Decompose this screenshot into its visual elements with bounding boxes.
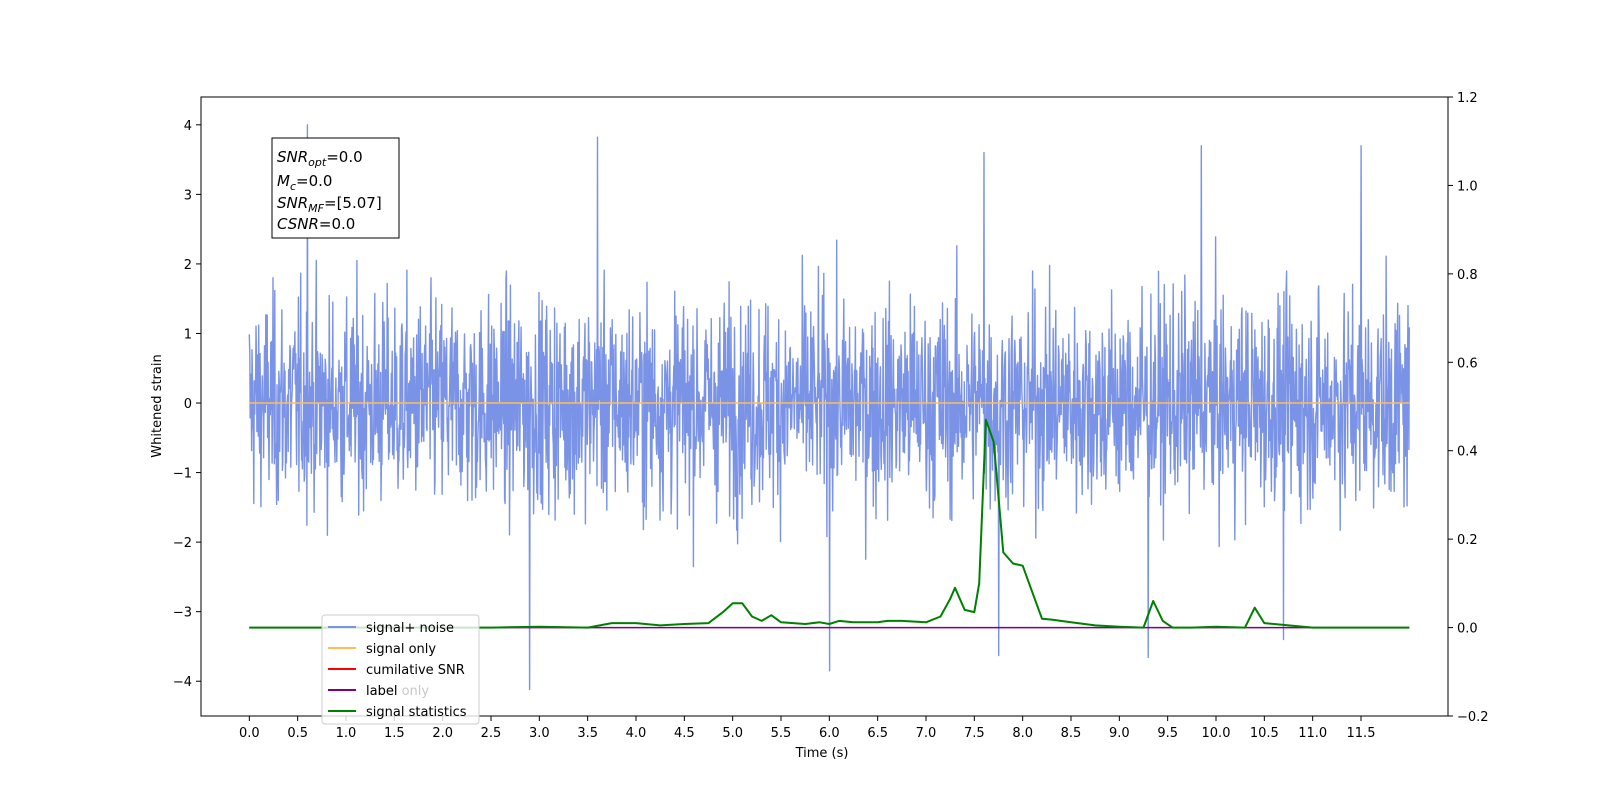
y2-tick-label: 1.0 bbox=[1457, 179, 1478, 194]
y2-tick-label: −0.2 bbox=[1457, 710, 1489, 725]
x-tick-label: 7.5 bbox=[964, 726, 985, 741]
legend-label-label-only: label only bbox=[366, 684, 429, 699]
y-tick-label: −4 bbox=[173, 675, 192, 690]
signal-statistics-line bbox=[249, 418, 1410, 629]
legend-label-signal-noise: signal+ noise bbox=[366, 621, 454, 636]
legend-label-cumulative-snr: cumilative SNR bbox=[366, 663, 465, 678]
y-axis-label: Whitened strain bbox=[150, 354, 165, 457]
y-tick-label: −2 bbox=[173, 536, 192, 551]
x-tick-label: 5.0 bbox=[722, 726, 743, 741]
y2-tick-label: 0.2 bbox=[1457, 533, 1478, 548]
x-tick-label: 11.5 bbox=[1347, 726, 1376, 741]
x-tick-label: 2.0 bbox=[432, 726, 453, 741]
signal-noise-series bbox=[248, 124, 1410, 691]
x-tick-label: 9.0 bbox=[1109, 726, 1130, 741]
y-tick-label: 2 bbox=[184, 258, 192, 273]
x-tick-label: 8.0 bbox=[1012, 726, 1033, 741]
y2-tick-label: 0.4 bbox=[1457, 445, 1478, 460]
info-box-frame bbox=[271, 137, 400, 239]
x-tick-label: 5.5 bbox=[771, 726, 792, 741]
x-tick-label: 3.0 bbox=[529, 726, 550, 741]
info-box: SNRopt=0.0 Mc=0.0 SNRMF=[5.07] CSNR=0.0 bbox=[271, 137, 400, 239]
legend-label-label: label bbox=[366, 684, 397, 699]
y-tick-label: −3 bbox=[173, 606, 192, 621]
y-tick-label: −1 bbox=[173, 467, 192, 482]
y-tick-label: 4 bbox=[184, 119, 192, 134]
x-axis: 0.0 0.5 1.0 1.5 2.0 2.5 3.0 3.5 4.0 4.5 5.0 5.5 6.0 6… bbox=[239, 716, 1375, 741]
y-axis: −4 −3 −2 −1 0 1 2 3 4 bbox=[173, 119, 201, 690]
x-tick-label: 10.0 bbox=[1202, 726, 1231, 741]
x-tick-label: 8.5 bbox=[1061, 726, 1082, 741]
x-tick-label: 9.5 bbox=[1157, 726, 1178, 741]
x-tick-label: 1.0 bbox=[336, 726, 357, 741]
x-tick-label: 10.5 bbox=[1250, 726, 1279, 741]
y2-tick-label: 0.8 bbox=[1457, 268, 1478, 283]
legend-frame bbox=[321, 614, 480, 725]
info-snr-mf: SNRMF=[5.07] bbox=[277, 194, 382, 215]
legend-label-signal-only: signal only bbox=[366, 642, 436, 657]
x-tick-label: 1.5 bbox=[384, 726, 405, 741]
y-tick-label: 0 bbox=[184, 397, 192, 412]
x-tick-label: 4.5 bbox=[674, 726, 695, 741]
x-tick-label: 0.0 bbox=[239, 726, 260, 741]
x-tick-label: 3.5 bbox=[577, 726, 598, 741]
plot-frame bbox=[200, 96, 1449, 717]
legend: signal+ noise signal only cumilative SNR… bbox=[321, 614, 480, 725]
x-tick-label: 11.0 bbox=[1298, 726, 1327, 741]
info-chirp-mass: Mc=0.0 bbox=[277, 172, 332, 193]
y2-tick-label: 0.6 bbox=[1457, 356, 1478, 371]
y-tick-label: 3 bbox=[184, 188, 192, 203]
signal-noise-line bbox=[248, 124, 1410, 691]
info-csnr: CSNR=0.0 bbox=[277, 215, 355, 233]
x-tick-label: 6.5 bbox=[867, 726, 888, 741]
x-tick-label: 4.0 bbox=[626, 726, 647, 741]
x-tick-label: 6.0 bbox=[819, 726, 840, 741]
y2-tick-label: 1.2 bbox=[1457, 91, 1478, 106]
y2-axis: −0.2 0.0 0.2 0.4 0.6 0.8 1.0 1.2 bbox=[1448, 91, 1489, 725]
info-snr-opt: SNRopt=0.0 bbox=[277, 148, 363, 169]
x-axis-label: Time (s) bbox=[795, 746, 849, 761]
x-tick-label: 0.5 bbox=[287, 726, 308, 741]
legend-label-signal-statistics: signal statistics bbox=[366, 705, 467, 720]
x-tick-label: 7.0 bbox=[916, 726, 937, 741]
x-tick-label: 2.5 bbox=[481, 726, 502, 741]
y2-tick-label: 0.0 bbox=[1457, 622, 1478, 637]
y-tick-label: 1 bbox=[184, 327, 192, 342]
